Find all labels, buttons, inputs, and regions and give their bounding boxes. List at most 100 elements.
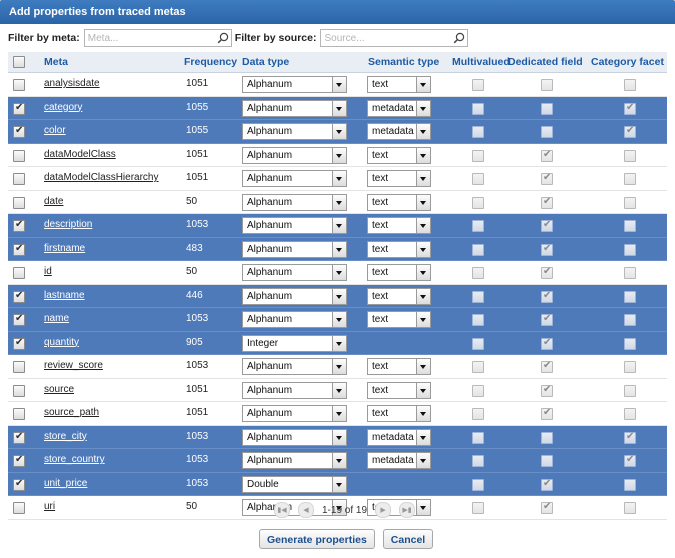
chevron-down-icon[interactable] [416,218,430,233]
meta-name-link[interactable]: unit_price [44,477,88,489]
row-select-checkbox[interactable]: ✔ [13,431,25,444]
data-type-select[interactable]: Alphanum [242,287,347,305]
table-row[interactable]: ✔ store_country 1053 Alphanum metadata ✔ [8,449,667,473]
semantic-type-select[interactable]: text [367,76,431,93]
chevron-down-icon[interactable] [332,335,346,351]
first-page-button[interactable]: ▮◀ [274,502,290,518]
row-select-checkbox[interactable] [13,502,25,514]
meta-name-link[interactable]: source [44,383,75,395]
data-type-select[interactable]: Alphanum [242,170,347,187]
chevron-down-icon[interactable] [416,406,430,421]
row-select-checkbox[interactable]: ✔ [13,313,25,326]
chevron-down-icon[interactable] [416,124,430,139]
chevron-down-icon[interactable] [332,382,346,398]
meta-name-link[interactable]: dataModelClassHierarchy [44,172,159,183]
chevron-down-icon[interactable] [332,453,346,468]
chevron-down-icon[interactable] [332,241,346,257]
meta-filter-field[interactable] [83,29,232,47]
semantic-type-select[interactable]: metadata [367,123,431,140]
search-icon[interactable] [453,32,465,44]
last-page-button[interactable]: ▶▮ [399,502,416,518]
chevron-down-icon[interactable] [332,265,346,280]
chevron-down-icon[interactable] [332,406,346,421]
chevron-down-icon[interactable] [332,359,346,374]
col-category-facet[interactable]: Category facet [591,56,664,68]
chevron-down-icon[interactable] [332,77,346,92]
table-row[interactable]: id 50 Alphanum text ✔ [8,261,667,285]
chevron-down-icon[interactable] [416,453,430,468]
row-select-checkbox[interactable]: ✔ [13,478,25,491]
data-type-select[interactable]: Alphanum [242,217,347,234]
row-select-checkbox[interactable] [13,173,25,185]
meta-name-link[interactable]: firstname [44,242,86,254]
semantic-type-select[interactable]: text [367,170,431,187]
table-row[interactable]: ✔ lastname 446 Alphanum text ✔ [8,284,667,308]
chevron-down-icon[interactable] [416,241,430,257]
data-type-select[interactable]: Alphanum [242,428,347,446]
row-select-checkbox[interactable]: ✔ [13,337,25,350]
semantic-type-select[interactable]: text [367,264,431,281]
data-type-select[interactable]: Alphanum [242,405,347,422]
table-row[interactable]: date 50 Alphanum text ✔ [8,190,667,214]
chevron-down-icon[interactable] [332,124,346,139]
data-type-select[interactable]: Alphanum [242,76,347,93]
semantic-type-select[interactable]: text [367,193,431,211]
row-select-checkbox[interactable] [13,408,25,420]
col-multivalued[interactable]: Multivalued [452,56,510,68]
data-type-select[interactable]: Alphanum [242,99,347,117]
chevron-down-icon[interactable] [332,429,346,445]
col-data-type[interactable]: Data type [242,56,290,68]
chevron-down-icon[interactable] [332,171,346,186]
source-filter-input[interactable] [321,30,452,46]
table-row[interactable]: dataModelClass 1051 Alphanum text ✔ [8,143,667,167]
table-row[interactable]: ✔ name 1053 Alphanum text ✔ [8,308,667,332]
meta-filter-input[interactable] [84,30,215,46]
semantic-type-select[interactable]: metadata [367,452,431,469]
row-select-checkbox[interactable]: ✔ [13,219,25,232]
row-select-checkbox[interactable]: ✔ [13,243,25,256]
semantic-type-select[interactable]: text [367,311,431,328]
meta-name-link[interactable]: analysisdate [44,78,100,89]
data-type-select[interactable]: Alphanum [242,499,347,516]
table-row[interactable]: source 1051 Alphanum text ✔ [8,378,667,402]
cancel-button[interactable]: Cancel [382,529,434,549]
meta-name-link[interactable]: quantity [44,336,80,348]
col-semantic-type[interactable]: Semantic type [368,56,440,68]
data-type-select[interactable]: Alphanum [242,452,347,469]
semantic-type-select[interactable]: text [367,358,431,375]
data-type-select[interactable]: Alphanum [242,240,347,258]
chevron-down-icon[interactable] [416,382,430,398]
table-row[interactable]: source_path 1051 Alphanum text ✔ [8,402,667,426]
data-type-select[interactable]: Alphanum [242,311,347,328]
chevron-down-icon[interactable] [332,476,346,492]
chevron-down-icon[interactable] [332,194,346,210]
chevron-down-icon[interactable] [416,171,430,186]
table-row[interactable]: ✔ unit_price 1053 Double ✔ [8,472,667,496]
chevron-down-icon[interactable] [332,500,346,515]
semantic-type-select[interactable]: text [367,146,431,164]
chevron-down-icon[interactable] [416,288,430,304]
table-row[interactable]: ✔ description 1053 Alphanum text ✔ [8,214,667,238]
meta-name-link[interactable]: id [44,266,52,277]
chevron-down-icon[interactable] [416,429,430,445]
meta-name-link[interactable]: name [44,313,70,324]
chevron-down-icon[interactable] [416,500,430,515]
source-filter-field[interactable] [320,29,469,47]
meta-name-link[interactable]: category [44,101,83,113]
data-type-select[interactable]: Double [242,475,347,493]
row-select-checkbox[interactable] [13,149,25,162]
meta-name-link[interactable]: dataModelClass [44,148,116,160]
row-select-checkbox[interactable] [13,267,25,279]
meta-name-link[interactable]: store_country [44,454,105,465]
table-row[interactable]: ✔ quantity 905 Integer ✔ [8,331,667,355]
chevron-down-icon[interactable] [416,77,430,92]
data-type-select[interactable]: Alphanum [242,264,347,281]
meta-name-link[interactable]: color [44,125,66,136]
data-type-select[interactable]: Integer [242,334,347,352]
semantic-type-select[interactable]: text [367,217,431,234]
row-select-checkbox[interactable]: ✔ [13,290,25,303]
chevron-down-icon[interactable] [332,312,346,327]
generate-properties-button[interactable]: Generate properties [259,529,375,549]
search-icon[interactable] [217,32,229,44]
chevron-down-icon[interactable] [332,147,346,163]
